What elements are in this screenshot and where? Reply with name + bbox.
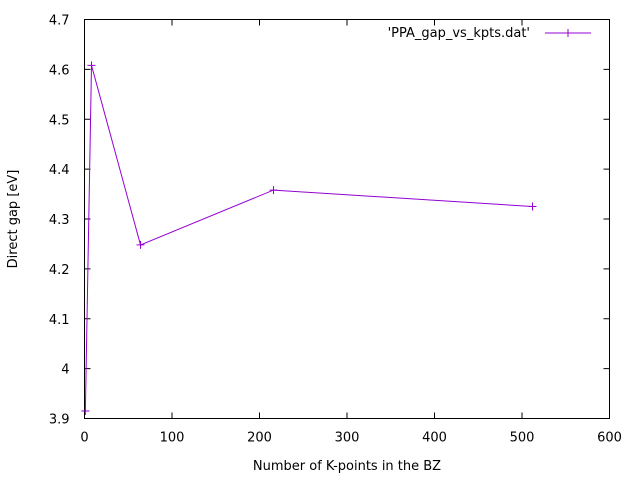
legend: 'PPA_gap_vs_kpts.dat' [388, 26, 591, 41]
data-point [528, 202, 537, 211]
legend-plus-marker [564, 29, 572, 37]
data-point [81, 407, 90, 416]
y-tick-label: 4.1 [49, 313, 70, 328]
plot-frame [84, 19, 610, 419]
x-tick-label: 300 [335, 431, 360, 446]
data-point [269, 186, 278, 195]
series-line [84, 65, 533, 412]
y-tick-label: 4 [61, 363, 69, 378]
x-tick-label: 500 [510, 431, 535, 446]
legend-label: 'PPA_gap_vs_kpts.dat' [388, 26, 530, 41]
x-tick-label: 100 [160, 431, 185, 446]
x-axis-label: Number of K-points in the BZ [253, 459, 441, 474]
data-series [81, 61, 537, 416]
x-tick-label: 0 [80, 431, 88, 446]
x-tick-label: 600 [597, 431, 622, 446]
data-point [87, 61, 96, 70]
axis-ticks: 0 100 200 300 400 500 600 3.9 4 4.1 4.2 4.3 4.4 4.5 4.… [49, 14, 622, 446]
y-tick-label: 4.7 [49, 14, 70, 29]
y-tick-label: 4.4 [49, 163, 70, 178]
y-axis-label: Direct gap [eV] [6, 170, 21, 269]
x-tick-label: 200 [247, 431, 272, 446]
y-tick-label: 3.9 [49, 413, 70, 428]
y-tick-label: 4.2 [49, 263, 70, 278]
y-tick-label: 4.3 [49, 213, 70, 228]
data-point [136, 240, 145, 249]
y-tick-label: 4.6 [49, 63, 70, 78]
legend-marker [564, 29, 572, 37]
y-tick-label: 4.5 [49, 113, 70, 128]
x-tick-label: 400 [422, 431, 447, 446]
